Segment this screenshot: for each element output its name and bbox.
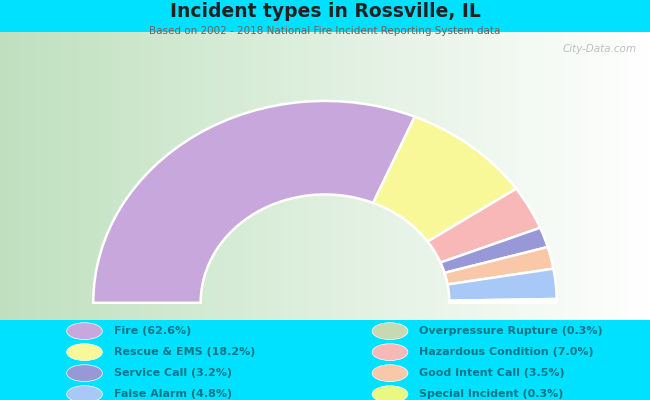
Text: Fire (62.6%): Fire (62.6%) — [114, 326, 191, 336]
Wedge shape — [428, 189, 540, 262]
Text: Based on 2002 - 2018 National Fire Incident Reporting System data: Based on 2002 - 2018 National Fire Incid… — [150, 26, 500, 36]
Wedge shape — [449, 301, 557, 303]
Ellipse shape — [372, 344, 408, 360]
Text: City-Data.com: City-Data.com — [563, 44, 637, 54]
Text: False Alarm (4.8%): False Alarm (4.8%) — [114, 389, 232, 399]
Wedge shape — [445, 247, 553, 284]
Text: Rescue & EMS (18.2%): Rescue & EMS (18.2%) — [114, 347, 255, 357]
Ellipse shape — [372, 323, 408, 340]
Ellipse shape — [66, 344, 103, 360]
Wedge shape — [449, 299, 557, 302]
Wedge shape — [93, 101, 415, 303]
Ellipse shape — [66, 386, 103, 400]
Wedge shape — [448, 269, 556, 301]
Ellipse shape — [372, 365, 408, 382]
Text: Good Intent Call (3.5%): Good Intent Call (3.5%) — [419, 368, 565, 378]
Text: Service Call (3.2%): Service Call (3.2%) — [114, 368, 232, 378]
Wedge shape — [373, 117, 516, 242]
Text: Special Incident (0.3%): Special Incident (0.3%) — [419, 389, 564, 399]
Text: Incident types in Rossville, IL: Incident types in Rossville, IL — [170, 2, 480, 21]
Wedge shape — [441, 228, 548, 273]
Ellipse shape — [66, 323, 103, 340]
Text: Overpressure Rupture (0.3%): Overpressure Rupture (0.3%) — [419, 326, 603, 336]
Ellipse shape — [66, 365, 103, 382]
Text: Hazardous Condition (7.0%): Hazardous Condition (7.0%) — [419, 347, 594, 357]
Ellipse shape — [372, 386, 408, 400]
